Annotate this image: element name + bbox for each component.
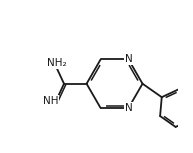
Text: NH: NH — [43, 96, 58, 106]
Text: N: N — [125, 54, 132, 65]
Text: NH₂: NH₂ — [47, 58, 67, 68]
Text: N: N — [125, 103, 132, 113]
